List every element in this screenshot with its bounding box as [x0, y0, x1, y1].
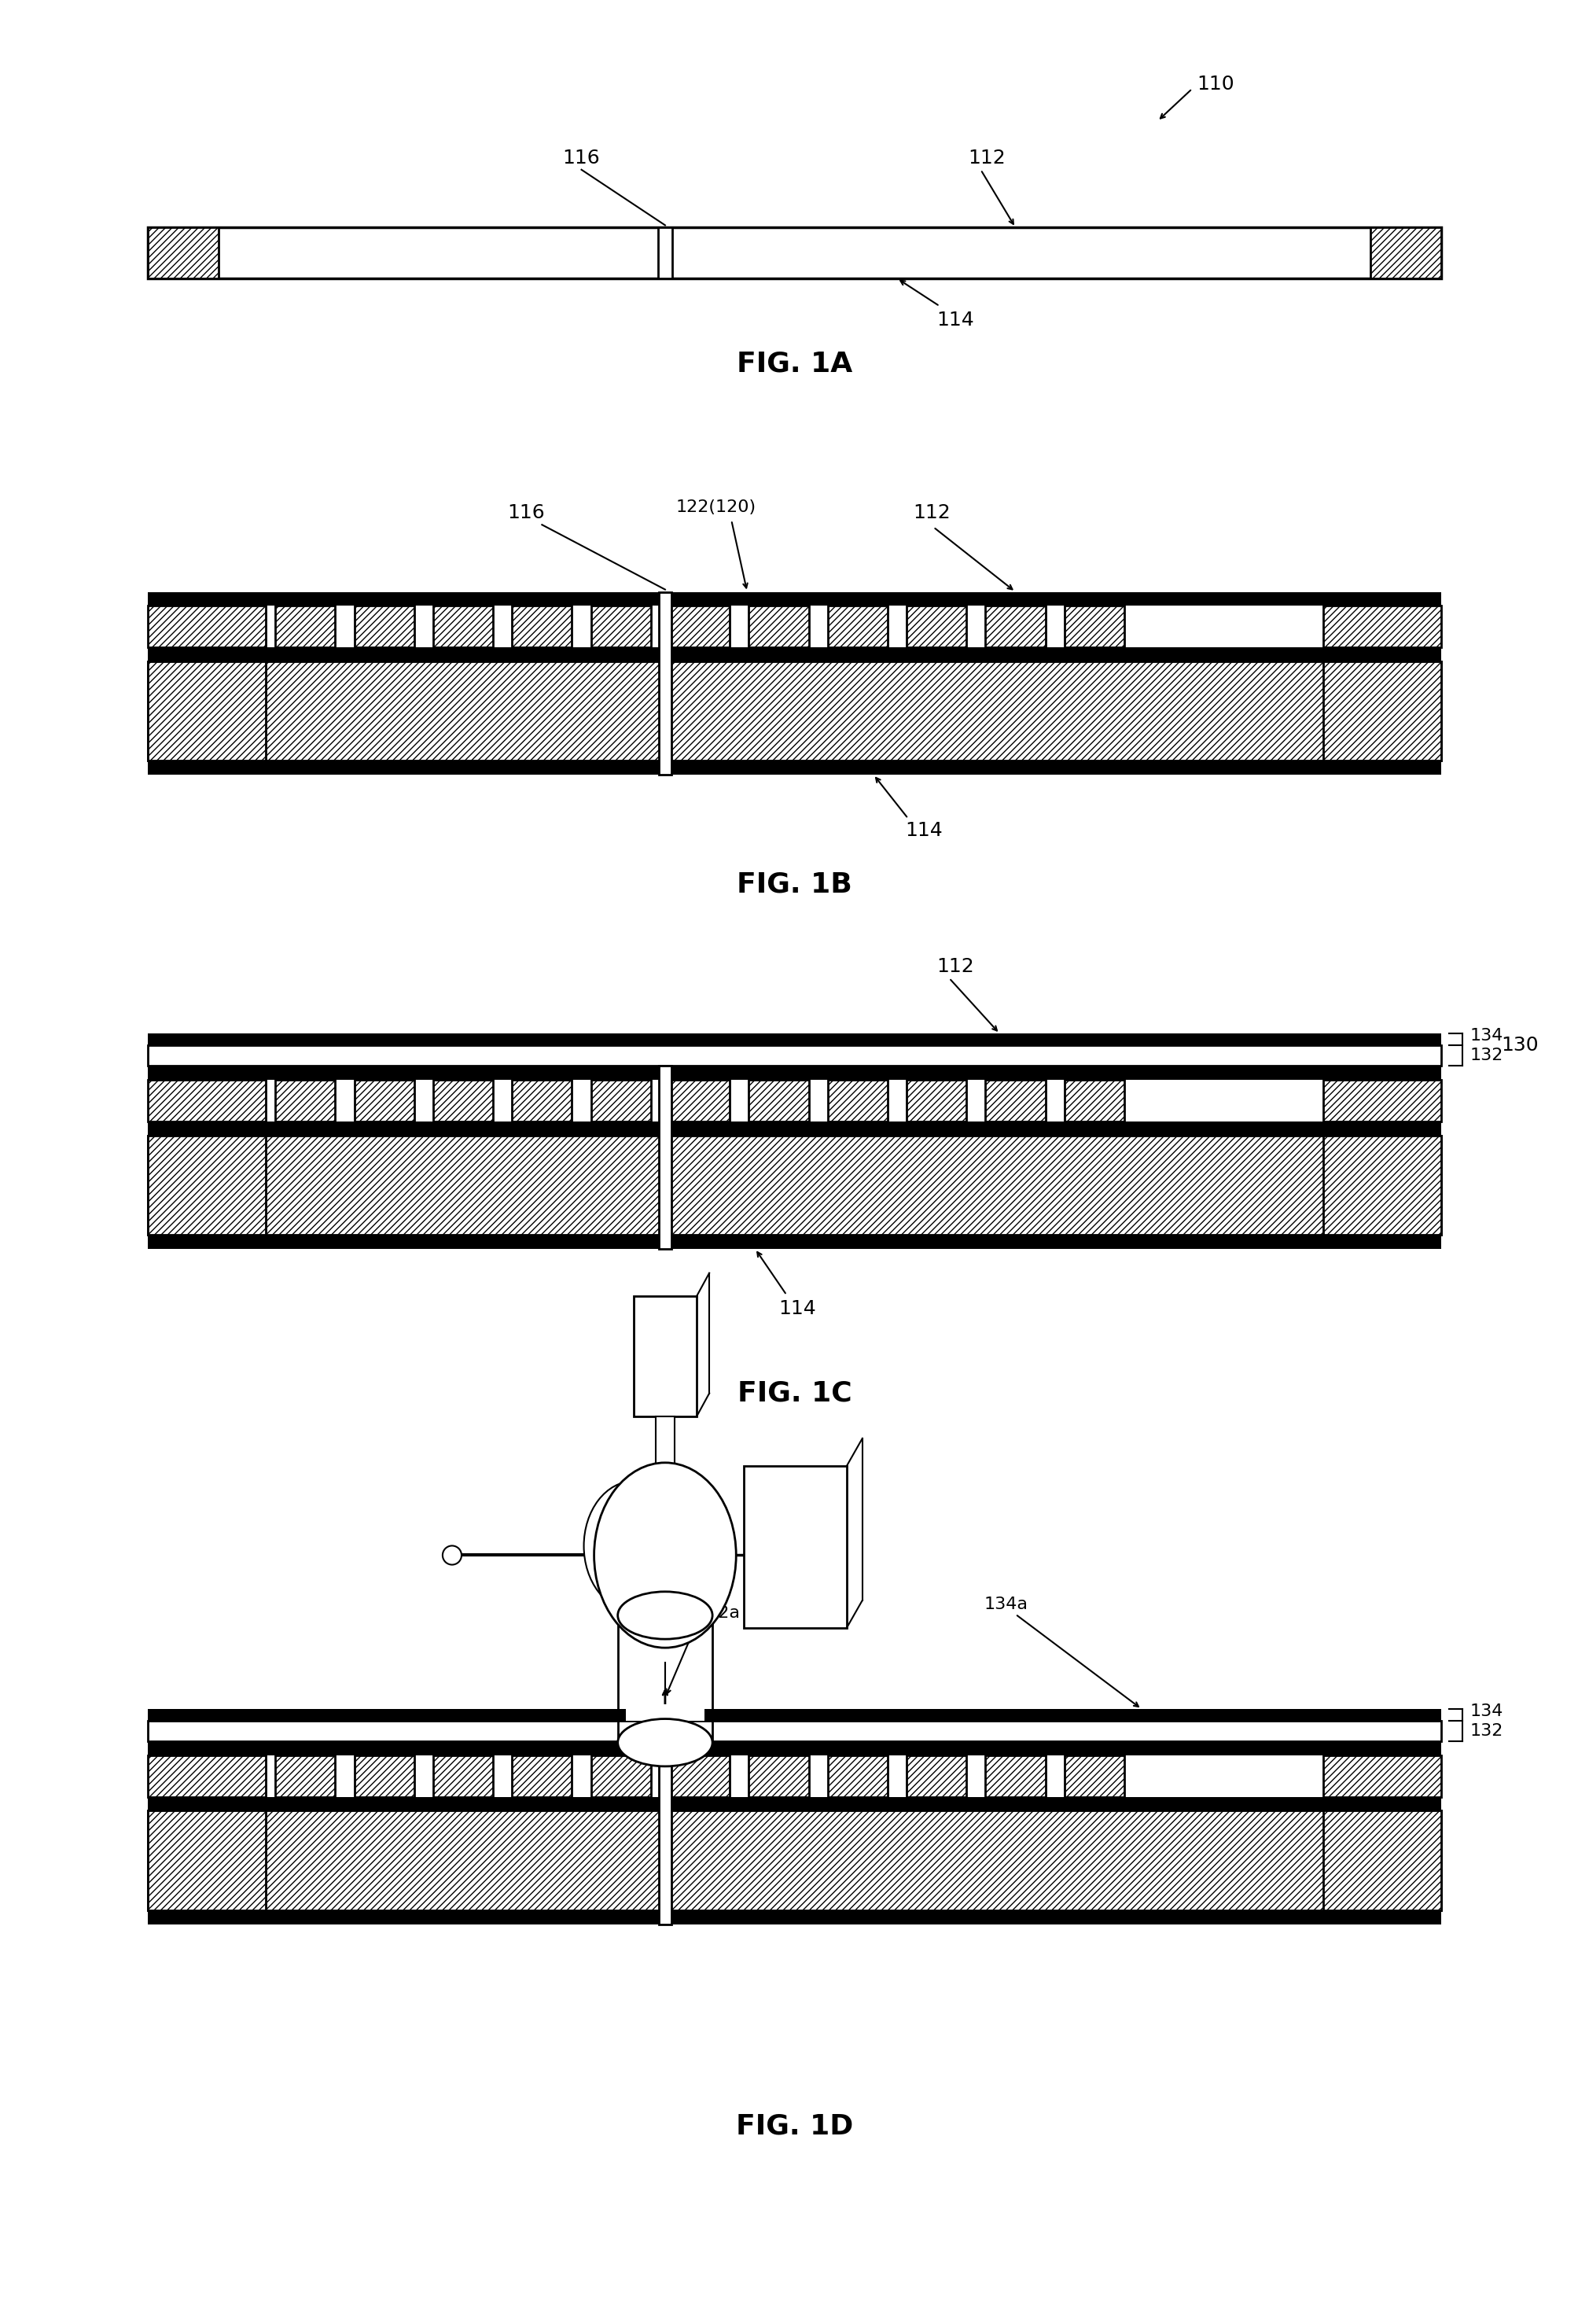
Text: 132: 132: [1470, 1048, 1503, 1064]
Text: 116: 116: [563, 149, 601, 167]
Bar: [434, 607, 493, 648]
Bar: [907, 1755, 966, 1796]
Text: 112: 112: [912, 504, 950, 523]
Bar: [512, 1081, 572, 1122]
Bar: [148, 1136, 265, 1234]
Bar: [907, 1081, 966, 1122]
Bar: [275, 607, 335, 648]
Bar: [748, 1755, 809, 1796]
Bar: [148, 228, 219, 279]
Bar: [985, 607, 1046, 648]
Bar: [434, 1755, 493, 1796]
Text: 134a: 134a: [984, 1597, 1028, 1613]
Text: 134: 134: [1470, 1703, 1503, 1720]
Bar: [148, 1034, 1441, 1046]
Ellipse shape: [443, 1545, 461, 1564]
Bar: [512, 607, 572, 648]
Bar: [148, 1796, 1441, 1810]
Bar: [148, 607, 265, 648]
Bar: [591, 607, 651, 648]
Text: 116: 116: [507, 504, 545, 523]
Bar: [659, 1741, 672, 1924]
Text: 134: 134: [1470, 1027, 1503, 1043]
Bar: [671, 1755, 729, 1796]
Bar: [828, 1081, 888, 1122]
Text: FIG. 1B: FIG. 1B: [737, 872, 852, 897]
Bar: [828, 1755, 888, 1796]
Bar: [634, 1297, 696, 1415]
Bar: [512, 1755, 572, 1796]
Text: FIG. 1C: FIG. 1C: [737, 1380, 852, 1406]
Text: 122a: 122a: [696, 1606, 740, 1622]
Bar: [591, 1081, 651, 1122]
Bar: [1324, 1810, 1441, 1910]
Bar: [1324, 662, 1441, 760]
Bar: [354, 1755, 415, 1796]
Ellipse shape: [618, 1720, 712, 1766]
Ellipse shape: [583, 1480, 683, 1611]
Bar: [591, 1755, 651, 1796]
Bar: [744, 1466, 847, 1629]
Bar: [148, 1122, 1441, 1136]
Bar: [985, 1755, 1046, 1796]
Text: 114: 114: [906, 820, 942, 839]
Bar: [748, 1081, 809, 1122]
Bar: [148, 662, 1441, 760]
Bar: [148, 1234, 1441, 1248]
Bar: [434, 1081, 493, 1122]
Bar: [148, 1067, 1441, 1081]
Bar: [1065, 1755, 1125, 1796]
Bar: [148, 1910, 1441, 1924]
Bar: [148, 648, 1441, 662]
Bar: [148, 1810, 1441, 1910]
Text: 122(120): 122(120): [675, 500, 756, 516]
Bar: [148, 1081, 265, 1122]
Bar: [148, 760, 1441, 774]
Text: 112: 112: [968, 149, 1006, 167]
Bar: [658, 228, 672, 279]
Bar: [148, 228, 1441, 279]
Bar: [1324, 1081, 1441, 1122]
Bar: [275, 1081, 335, 1122]
Bar: [1370, 228, 1441, 279]
Text: 110: 110: [1197, 74, 1235, 93]
Bar: [148, 1136, 1441, 1234]
Text: 132: 132: [1470, 1722, 1503, 1738]
Bar: [148, 1720, 1441, 1741]
Bar: [148, 662, 265, 760]
Bar: [907, 607, 966, 648]
Bar: [354, 607, 415, 648]
Bar: [148, 1755, 265, 1796]
Bar: [671, 1081, 729, 1122]
Bar: [626, 1703, 704, 1720]
Text: FIG. 1D: FIG. 1D: [736, 2113, 853, 2140]
Bar: [148, 1046, 1441, 1067]
Text: 114: 114: [779, 1299, 817, 1318]
Bar: [148, 1741, 1441, 1755]
Bar: [148, 1708, 1441, 1720]
Bar: [828, 607, 888, 648]
Bar: [671, 607, 729, 648]
Bar: [985, 1081, 1046, 1122]
Bar: [275, 1755, 335, 1796]
Bar: [659, 593, 672, 774]
Bar: [659, 1067, 672, 1248]
Bar: [748, 607, 809, 648]
Bar: [1065, 1081, 1125, 1122]
Text: 112: 112: [936, 957, 974, 976]
Bar: [148, 1810, 265, 1910]
Ellipse shape: [618, 1592, 712, 1638]
Bar: [1065, 607, 1125, 648]
Bar: [148, 593, 1441, 607]
Text: FIG. 1A: FIG. 1A: [737, 351, 852, 376]
Bar: [656, 1415, 675, 1532]
Text: 130: 130: [1502, 1037, 1538, 1055]
Text: 114: 114: [936, 311, 974, 330]
Bar: [1324, 1755, 1441, 1796]
Bar: [1324, 1136, 1441, 1234]
Ellipse shape: [594, 1462, 736, 1648]
Bar: [1324, 607, 1441, 648]
Bar: [354, 1081, 415, 1122]
